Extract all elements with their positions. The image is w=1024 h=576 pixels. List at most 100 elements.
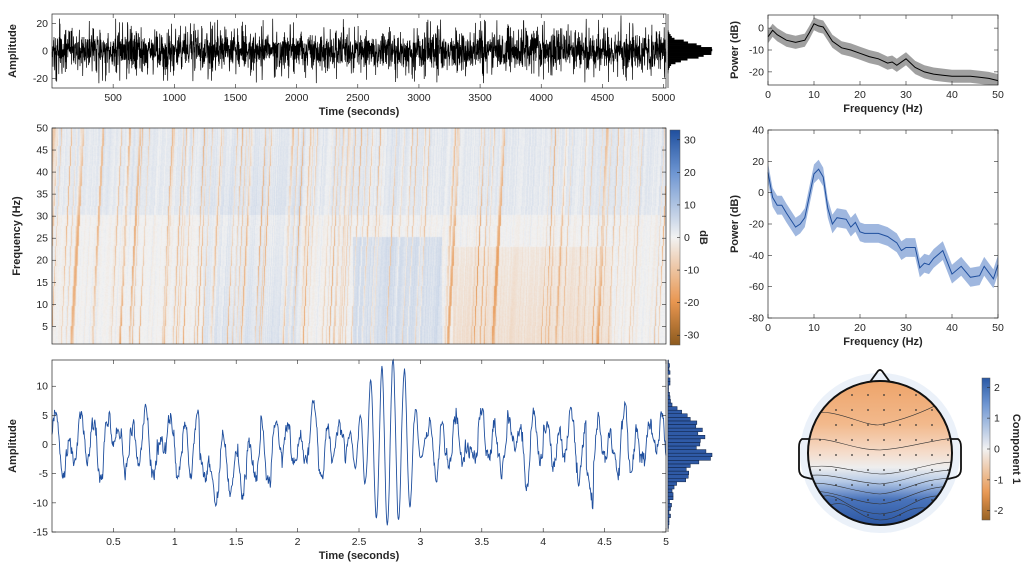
histogram-bar: [667, 456, 711, 461]
electrode-dot: [867, 499, 869, 501]
colorbar-tick-label: 0: [684, 232, 690, 244]
x-tick-label: 50: [992, 89, 1004, 101]
electrode-dot: [899, 454, 901, 456]
contour-line: [808, 485, 952, 505]
x-tick-label: 30: [900, 322, 912, 334]
electrode-dot: [851, 469, 853, 471]
x-tick-label: 2500: [346, 92, 370, 104]
histogram-bar: [667, 381, 671, 386]
histogram-bar: [667, 63, 672, 67]
electrode-dot: [851, 439, 853, 441]
psd-component-axes: 0 10 20 30 40 50 -80 -60 -40 -20 0 20 40 Frequency (H…: [729, 125, 1004, 349]
x-axis-label: Frequency (Hz): [843, 336, 923, 348]
histogram-bar: [667, 409, 682, 414]
x-tick-label: 3500: [468, 92, 492, 104]
y-tick-label: -20: [749, 219, 764, 231]
spectrogram-frame: [51, 127, 667, 345]
x-tick-label: 3.5: [474, 536, 489, 548]
colorbar-tick-label: -1: [994, 474, 1003, 486]
electrode-dot: [947, 454, 949, 456]
psd-raw-band: [768, 17, 998, 86]
histogram-bar: [667, 60, 681, 63]
electrode-dot: [915, 409, 917, 411]
electrode-dot: [931, 469, 933, 471]
x-axis-label: Frequency (Hz): [843, 103, 923, 115]
colorbar-tick-label: 20: [684, 167, 696, 179]
colorbar-tick-label: 0: [994, 444, 1000, 456]
x-tick-label: 10: [808, 322, 820, 334]
electrode-dot: [835, 484, 837, 486]
electrode-dot: [931, 499, 933, 501]
colorbar-tick-label: -20: [684, 297, 699, 309]
electrode-dot: [899, 439, 901, 441]
histogram-bar: [667, 510, 670, 515]
histogram-bar: [667, 517, 670, 522]
colorbar-label: Component 1: [1010, 414, 1022, 484]
histogram-bar: [667, 524, 669, 529]
topomap-contours: [808, 394, 952, 521]
electrode-dot: [883, 499, 885, 501]
electrode-dot: [835, 499, 837, 501]
x-tick-label: 50: [992, 322, 1004, 334]
electrode-dot: [931, 484, 933, 486]
y-tick-label: 50: [36, 123, 48, 135]
histogram-bar: [667, 424, 697, 429]
psd-raw-axes: 0 10 20 30 40 50 -20 -10 0 Frequency (Hz) Power (d…: [729, 14, 1004, 115]
y-tick-label: 25: [36, 233, 48, 245]
x-tick-label: 5000: [652, 92, 676, 104]
x-tick-label: 40: [946, 89, 958, 101]
electrode-dot: [899, 394, 901, 396]
topomap-colorbar: -2 -1 0 1 2 Component 1: [981, 377, 1022, 521]
electrode-dot: [915, 394, 917, 396]
histogram-bar: [667, 50, 712, 54]
x-tick-label: 1: [172, 536, 178, 548]
electrode-dot: [883, 439, 885, 441]
x-tick-label: 3000: [407, 92, 431, 104]
y-tick-label: 5: [42, 321, 48, 333]
component-trace-axes: 0.5 1 1.5 2 2.5 3 3.5 4 4.5 5 -15 -10 -5 0 5 10 Time (se…: [7, 358, 669, 562]
electrode-dot: [867, 484, 869, 486]
electrode-dot: [867, 424, 869, 426]
histogram-bar: [667, 52, 712, 55]
x-tick-label: 3: [417, 536, 423, 548]
x-tick-label: 20: [854, 322, 866, 334]
histogram-bar: [667, 48, 713, 52]
raw-trace-histogram: [667, 14, 713, 88]
y-axis-label: Amplitude: [7, 419, 19, 473]
x-tick-label: 4500: [591, 92, 615, 104]
histogram-bar: [667, 47, 712, 50]
electrode-dot: [931, 424, 933, 426]
y-tick-label: 35: [36, 189, 48, 201]
electrode-dot: [835, 409, 837, 411]
histogram-bar: [667, 488, 673, 493]
psd-component-mean-line: [767, 168, 999, 280]
x-tick-label: 1500: [224, 92, 248, 104]
histogram-bar: [667, 65, 670, 68]
histogram-bar: [667, 388, 669, 393]
electrode-dot: [867, 439, 869, 441]
histogram-bar: [667, 363, 670, 368]
histogram-bar: [667, 460, 700, 465]
histogram-bar: [667, 449, 707, 454]
histogram-bar: [667, 427, 703, 432]
colorbar-tick-label: 1: [994, 413, 1000, 425]
electrode-dot: [883, 409, 885, 411]
electrode-dot: [915, 424, 917, 426]
histogram-bar: [667, 474, 689, 479]
colorbar-tick-label: -30: [684, 330, 699, 342]
histogram-bar: [667, 435, 706, 440]
y-tick-label: 45: [36, 145, 48, 157]
histogram-bar: [667, 359, 669, 364]
x-tick-label: 2.5: [352, 536, 367, 548]
electrode-dot: [819, 454, 821, 456]
histogram-bar: [667, 67, 670, 70]
y-tick-label: 20: [752, 156, 764, 168]
histogram-bar: [667, 37, 675, 41]
y-tick-label: 40: [36, 167, 48, 179]
contour-line: [808, 394, 952, 426]
histogram-bar: [667, 478, 686, 483]
histogram-bar: [667, 39, 684, 43]
x-axis-label: Time (seconds): [319, 106, 400, 118]
electrode-dot: [851, 499, 853, 501]
